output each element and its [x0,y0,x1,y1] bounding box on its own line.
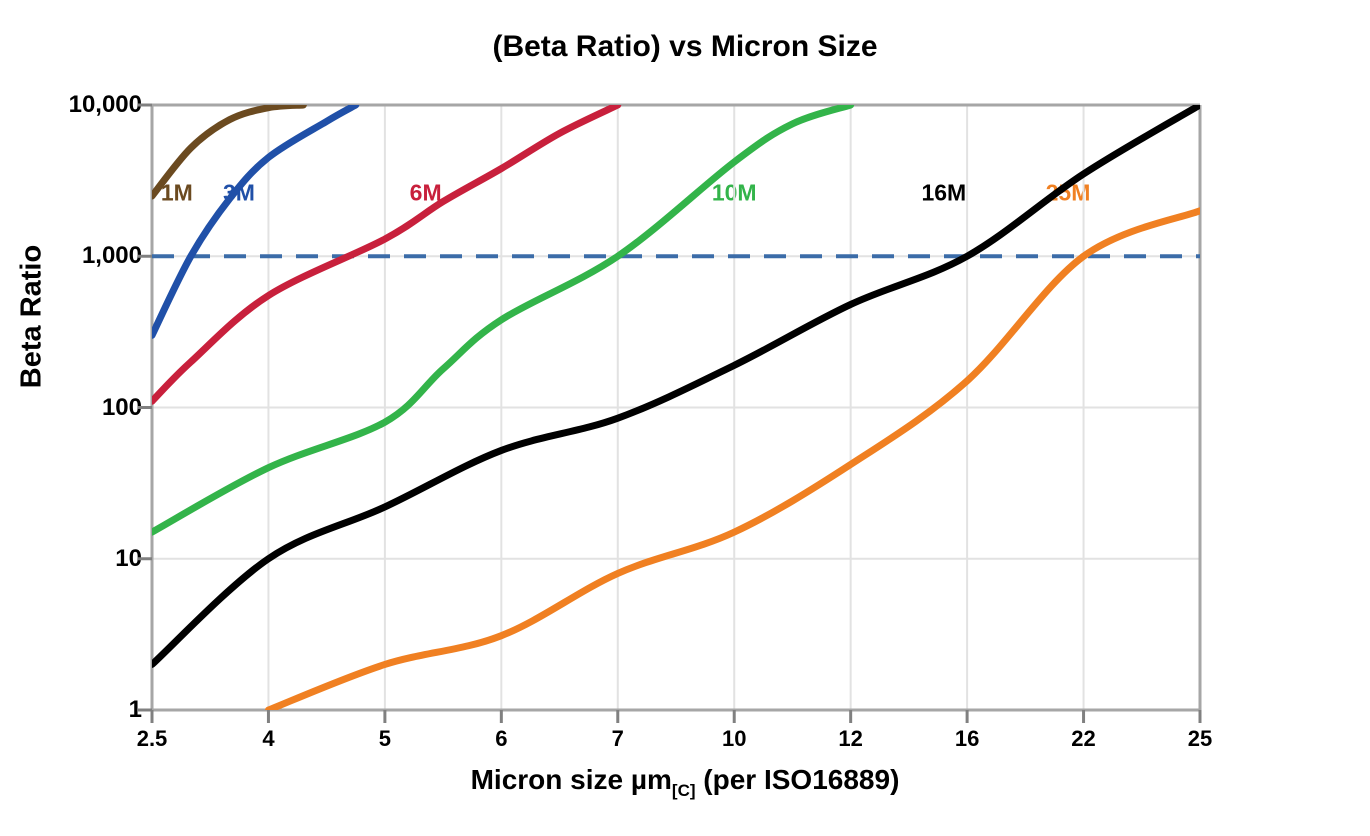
x-axis-title-subscript: [C] [671,781,696,800]
y-axis-tick-labels: 1 10 100 1,000 10,000 [0,0,142,836]
x-tick-label: 22 [1071,726,1096,751]
x-tick-label: 2.5 [136,726,168,751]
x-tick-label: 12 [838,726,863,751]
x-tick-label: 7 [611,726,624,751]
series-line-10m [152,105,855,536]
x-axis-title-main: Micron size µm [470,764,672,795]
x-tick-label: 25 [1187,726,1213,751]
series-label-1m: 1M [160,179,193,206]
y-tick-label: 1 [128,696,142,723]
y-tick-label: 100 [101,393,142,421]
x-tick-label: 16 [954,726,980,751]
x-axis-title: Micron size µm[C] (per ISO16889) [0,764,1370,800]
x-tick-label: 4 [262,726,275,751]
chart-title: (Beta Ratio) vs Micron Size [492,30,878,63]
x-tick-label: 5 [378,726,391,751]
series-line-16m [152,105,1200,668]
series-line-1m [152,105,307,200]
series-label-6m: 6M [409,179,442,206]
series-label-16m: 16M [921,179,967,206]
series-line-25m [264,207,1200,710]
x-axis-title-tail: (per ISO16889) [695,764,900,795]
y-tick-label: 10 [115,544,142,572]
series-line-3m [152,105,360,339]
y-tick-label: 1,000 [81,242,142,270]
series-line-6m [152,105,622,405]
x-tick-label: 6 [495,726,508,751]
y-tick-label: 10,000 [68,91,142,118]
x-tick-label: 10 [721,726,747,751]
